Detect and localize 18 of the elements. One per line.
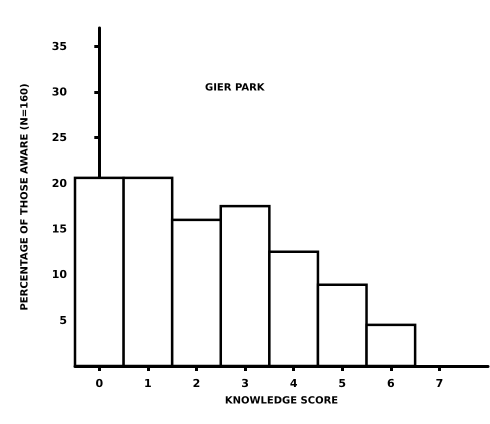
y-tick-label: 10	[52, 268, 68, 282]
x-tick-label: 1	[144, 377, 152, 390]
text: GIER PARK	[205, 82, 266, 94]
y-tick-label: 35	[52, 40, 67, 53]
y-tick-label: 30	[52, 85, 68, 98]
y-tick-label: 25	[52, 131, 67, 144]
x-tick-label: 5	[338, 377, 346, 390]
y-tick-label: 5	[59, 314, 67, 327]
y-tick-label: 20	[52, 176, 68, 190]
x-tick-label: 6	[386, 377, 395, 390]
x-tick-label: 7	[436, 377, 444, 390]
y-axis-title: PERCENTAGE OF THOSE AWARE (N=160)	[20, 83, 30, 311]
y-tick-label: 15	[52, 222, 67, 236]
x-tick-label: 0	[95, 377, 104, 390]
x-tick-label: 4	[290, 377, 298, 390]
x-tick-label: 2	[192, 377, 200, 390]
x-axis-title: KNOWLEDGE SCORE	[224, 396, 338, 406]
x-tick-label: 3	[241, 377, 249, 390]
